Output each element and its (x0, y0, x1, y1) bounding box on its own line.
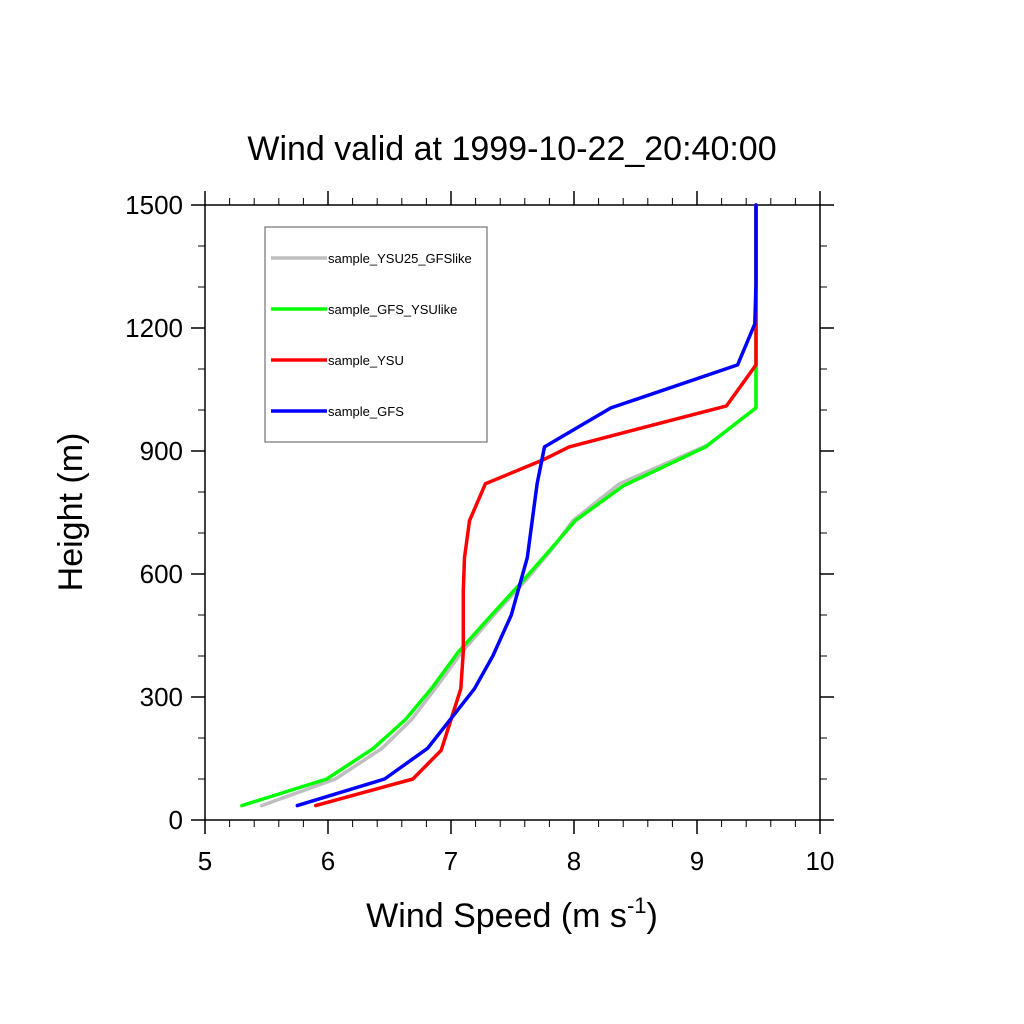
series-line-sample_GFS_YSUlike (240, 203, 758, 808)
x-tick-label: 10 (806, 846, 835, 876)
y-tick-label: 1500 (125, 190, 183, 220)
legend-label: sample_YSU (328, 353, 404, 368)
plot-frame (204, 204, 821, 821)
series-line-sample_YSU (313, 203, 758, 808)
x-axis-label-end: ) (647, 897, 658, 935)
x-tick-label: 9 (690, 846, 704, 876)
x-tick-label: 7 (444, 846, 458, 876)
legend-label: sample_GFS (328, 404, 404, 419)
y-tick-label: 600 (140, 559, 183, 589)
x-tick-label: 8 (567, 846, 581, 876)
x-axis-label-superscript: -1 (627, 893, 647, 918)
x-axis-label: Wind Speed (m s-1) (366, 893, 658, 935)
y-axis-label: Height (m) (52, 433, 90, 592)
legend-label: sample_YSU25_GFSlike (328, 251, 472, 266)
chart-title: Wind valid at 1999-10-22_20:40:00 (247, 130, 776, 168)
y-tick-label: 300 (140, 682, 183, 712)
y-tick-label: 1200 (125, 313, 183, 343)
x-tick-labels: 5 6 7 8 9 10 (198, 846, 835, 876)
y-tick-labels: 0 300 600 900 1200 1500 (125, 190, 183, 835)
x-tick-label: 6 (321, 846, 335, 876)
series-line-sample_GFS (295, 203, 758, 808)
legend: sample_YSU25_GFSlike sample_GFS_YSUlikesa… (264, 226, 488, 443)
legend-label: sample_GFS_YSUlike (328, 302, 457, 317)
y-tick-label: 900 (140, 436, 183, 466)
x-tick-label: 5 (198, 846, 212, 876)
series-lines (240, 203, 758, 808)
axis-ticks (191, 191, 834, 834)
plot-area (204, 204, 821, 821)
legend-box (264, 226, 488, 443)
y-tick-label: 0 (169, 805, 183, 835)
